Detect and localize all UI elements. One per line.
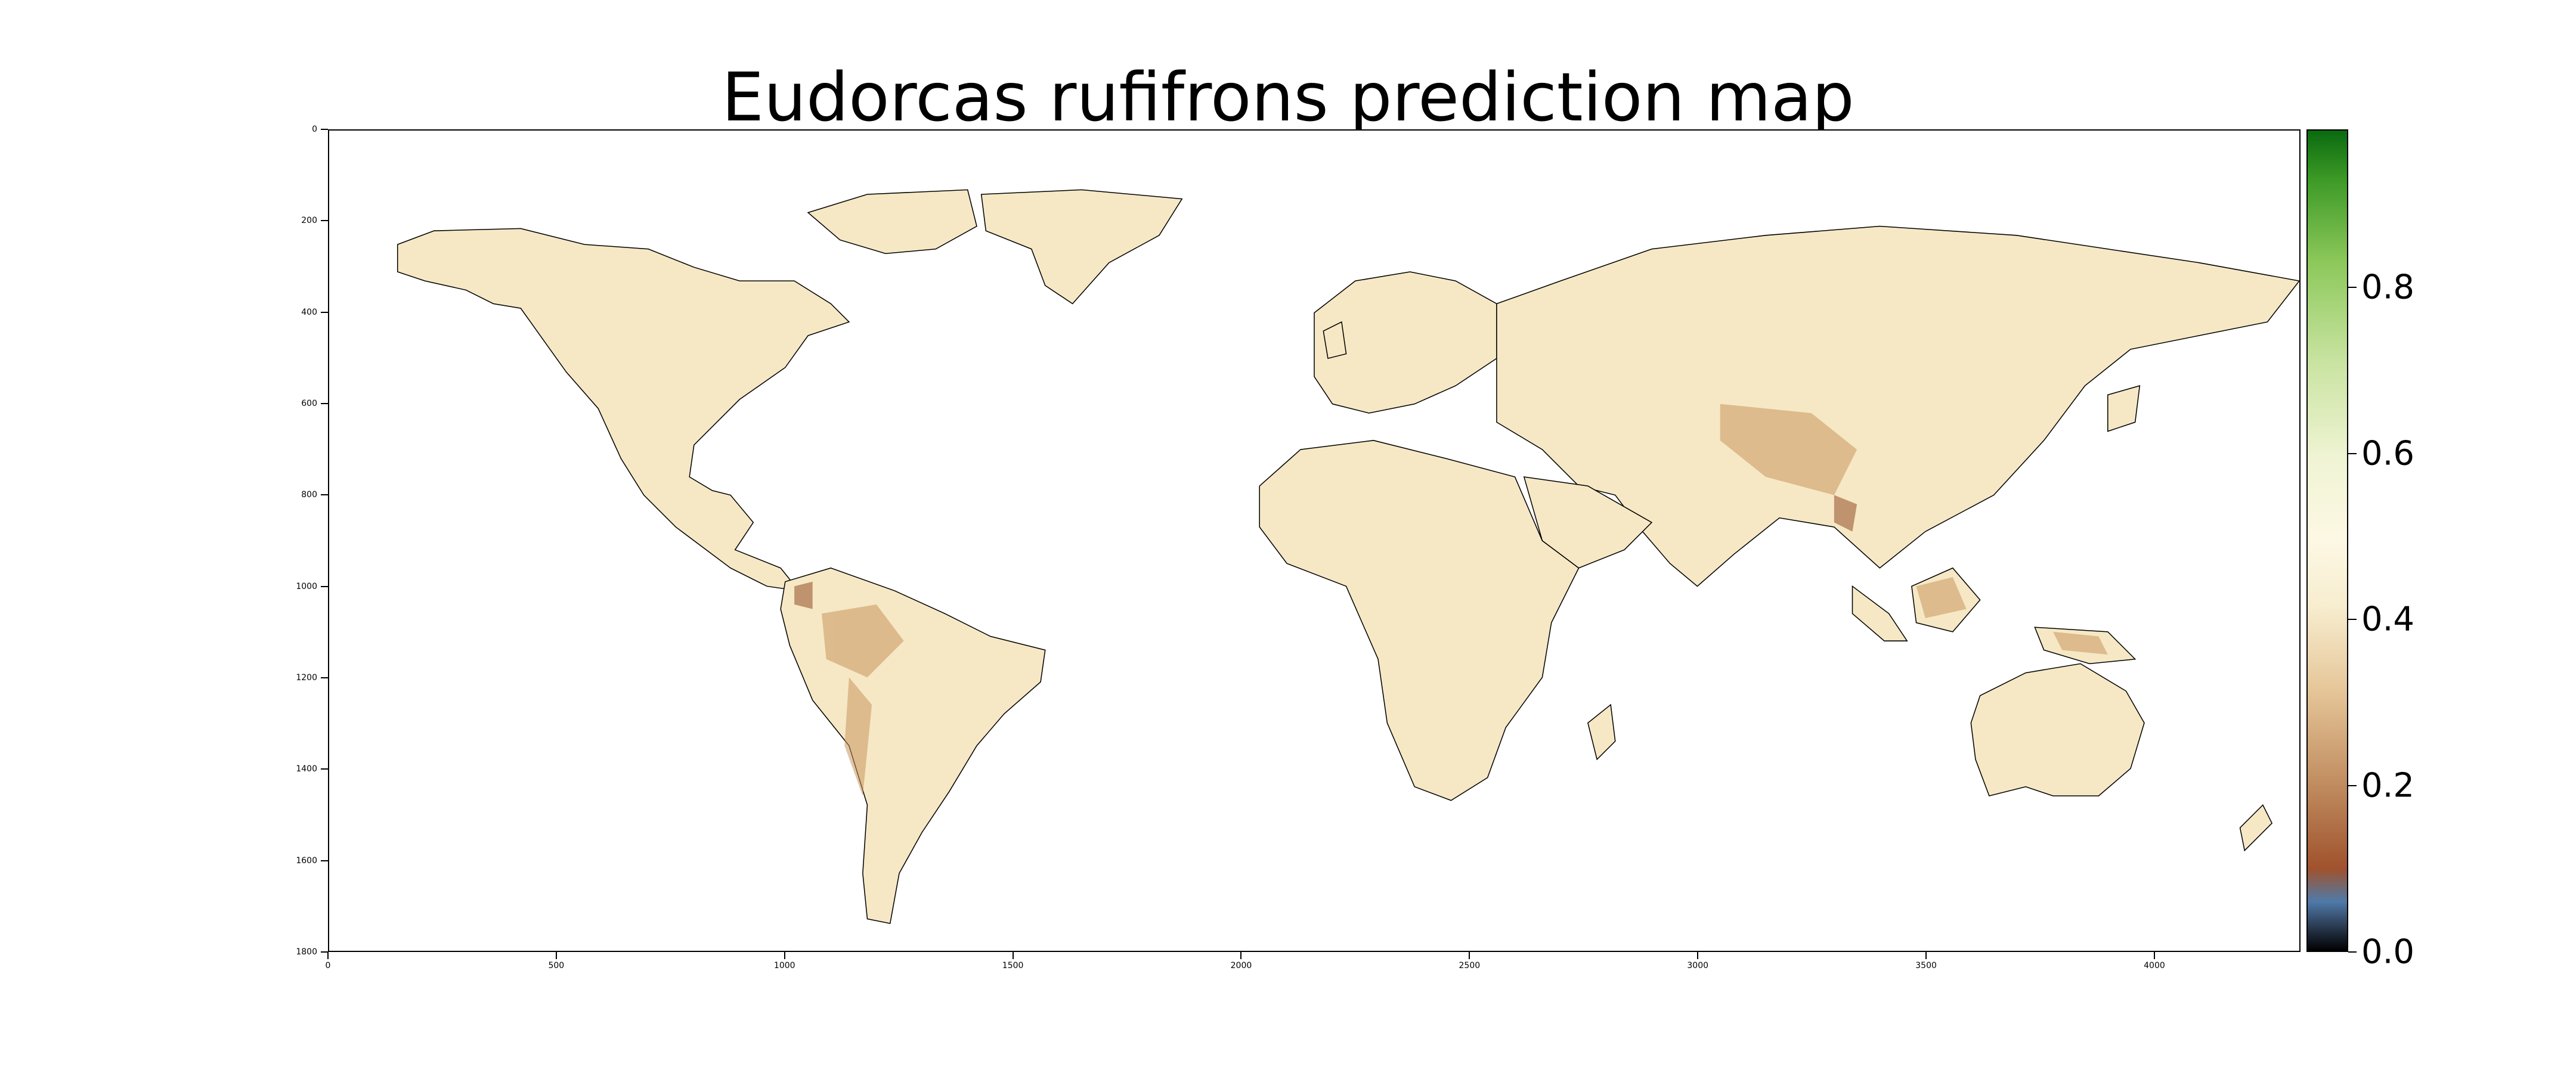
- y-tick: [321, 129, 328, 130]
- x-tick: [327, 952, 329, 959]
- y-tick-label: 1800: [296, 947, 317, 957]
- x-tick: [1469, 952, 1470, 959]
- madagascar: [1587, 703, 1616, 761]
- y-tick-label: 1000: [296, 581, 317, 591]
- y-tick: [321, 677, 328, 678]
- y-tick-label: 1400: [296, 764, 317, 774]
- y-tick-label: 0: [312, 125, 317, 134]
- y-tick-label: 800: [301, 490, 317, 500]
- prediction-map: [328, 129, 2301, 952]
- asia: [1496, 225, 2299, 587]
- colorbar-tick-label: 0.4: [2361, 600, 2415, 639]
- x-tick-label: 500: [548, 961, 565, 970]
- y-tick-label: 1600: [296, 855, 317, 866]
- colorbar-tick: [2348, 286, 2357, 288]
- y-tick: [321, 494, 328, 496]
- colorbar-tick: [2348, 452, 2357, 454]
- australia: [1970, 663, 2145, 796]
- africa: [1259, 440, 1580, 801]
- x-tick-label: 0: [325, 961, 331, 970]
- british-isles: [1323, 321, 1347, 359]
- world-map-svg: [397, 189, 2299, 925]
- x-tick-label: 2500: [1459, 961, 1481, 970]
- y-tick-label: 200: [301, 216, 317, 226]
- new-zealand: [2239, 804, 2273, 852]
- x-tick: [1240, 952, 1242, 959]
- colorbar-tick: [2348, 619, 2357, 621]
- x-tick: [1925, 952, 1927, 959]
- sumatra: [1852, 585, 1908, 641]
- y-tick-label: 600: [301, 399, 317, 408]
- y-tick: [321, 768, 328, 770]
- x-tick-label: 1500: [1002, 961, 1024, 970]
- x-tick: [1012, 952, 1014, 959]
- north-america: [397, 228, 850, 592]
- colorbar-tick-label: 0.2: [2361, 766, 2415, 805]
- x-tick-label: 3000: [1687, 961, 1709, 970]
- y-tick: [321, 585, 328, 587]
- y-tick: [321, 860, 328, 861]
- map-title: Eudorcas rufifrons prediction map: [722, 59, 1854, 137]
- x-tick-label: 2000: [1230, 961, 1252, 970]
- y-tick: [321, 311, 328, 313]
- x-tick: [2153, 952, 2155, 959]
- y-tick-label: 400: [301, 307, 317, 317]
- y-tick: [321, 403, 328, 404]
- greenland: [980, 189, 1183, 305]
- colorbar-tick-label: 0.8: [2361, 268, 2415, 307]
- x-tick: [784, 952, 785, 959]
- colorbar: [2306, 129, 2348, 952]
- colorbar-tick: [2348, 785, 2357, 787]
- x-tick-label: 4000: [2144, 961, 2165, 970]
- y-tick-label: 1200: [296, 673, 317, 683]
- colorbar-tick: [2348, 951, 2357, 953]
- colorbar-tick-label: 0.6: [2361, 434, 2415, 473]
- colorbar-tick-label: 0.0: [2361, 932, 2415, 972]
- x-tick: [1697, 952, 1699, 959]
- europe: [1314, 271, 1497, 414]
- x-tick: [555, 952, 557, 959]
- japan: [2107, 385, 2141, 432]
- x-tick-label: 1000: [773, 961, 795, 970]
- arctic-islands: [807, 189, 977, 255]
- y-tick: [321, 951, 328, 953]
- south-america: [780, 567, 1046, 925]
- x-tick-label: 3500: [1915, 961, 1937, 970]
- arabia: [1523, 476, 1653, 569]
- y-tick: [321, 220, 328, 222]
